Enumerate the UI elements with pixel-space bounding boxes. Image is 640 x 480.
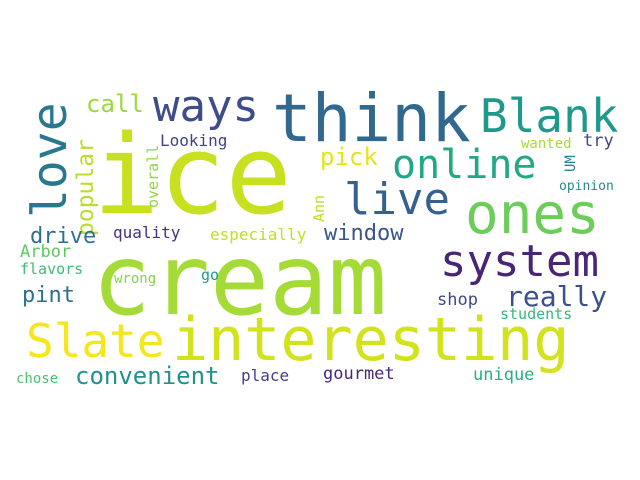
- word-window: window: [324, 221, 404, 246]
- word-slate: Slate: [26, 314, 165, 368]
- word-ways: ways: [153, 81, 259, 132]
- word-really: really: [506, 280, 608, 313]
- word-especially: especially: [210, 225, 307, 244]
- word-unique: unique: [473, 365, 535, 385]
- word-students: students: [500, 305, 573, 323]
- word-place: place: [241, 366, 290, 385]
- word-opinion: opinion: [559, 179, 614, 194]
- word-ann: Ann: [310, 194, 328, 222]
- word-flavors: flavors: [20, 260, 84, 278]
- word-wanted: wanted: [521, 136, 572, 152]
- word-gourmet: gourmet: [323, 364, 395, 384]
- word-pick: pick: [320, 143, 378, 171]
- word-overall: overall: [144, 144, 162, 208]
- word-system: system: [440, 236, 599, 287]
- word-think: think: [272, 80, 471, 157]
- word-ice: ice: [93, 111, 292, 239]
- word-um: UM: [563, 155, 579, 172]
- word-quality: quality: [113, 223, 181, 242]
- word-looking: Looking: [160, 131, 228, 150]
- word-cream: cream: [92, 224, 388, 338]
- word-arbor: Arbor: [20, 242, 72, 262]
- word-call: call: [86, 90, 144, 118]
- word-ones: ones: [465, 182, 600, 247]
- word-wrong: wrong: [114, 271, 157, 287]
- word-popular: popular: [73, 139, 99, 236]
- word-pint: pint: [22, 283, 75, 308]
- word-blank: Blank: [480, 89, 619, 143]
- word-live: live: [344, 174, 450, 225]
- word-chose: chose: [16, 371, 59, 387]
- word-go: go: [201, 266, 220, 284]
- word-convenient: convenient: [75, 362, 220, 390]
- word-try: try: [583, 131, 614, 151]
- word-online: online: [392, 142, 537, 188]
- word-interesting: interesting: [172, 305, 570, 375]
- word-love: love: [22, 102, 78, 218]
- word-drive: drive: [30, 224, 97, 249]
- word-shop: shop: [437, 290, 478, 310]
